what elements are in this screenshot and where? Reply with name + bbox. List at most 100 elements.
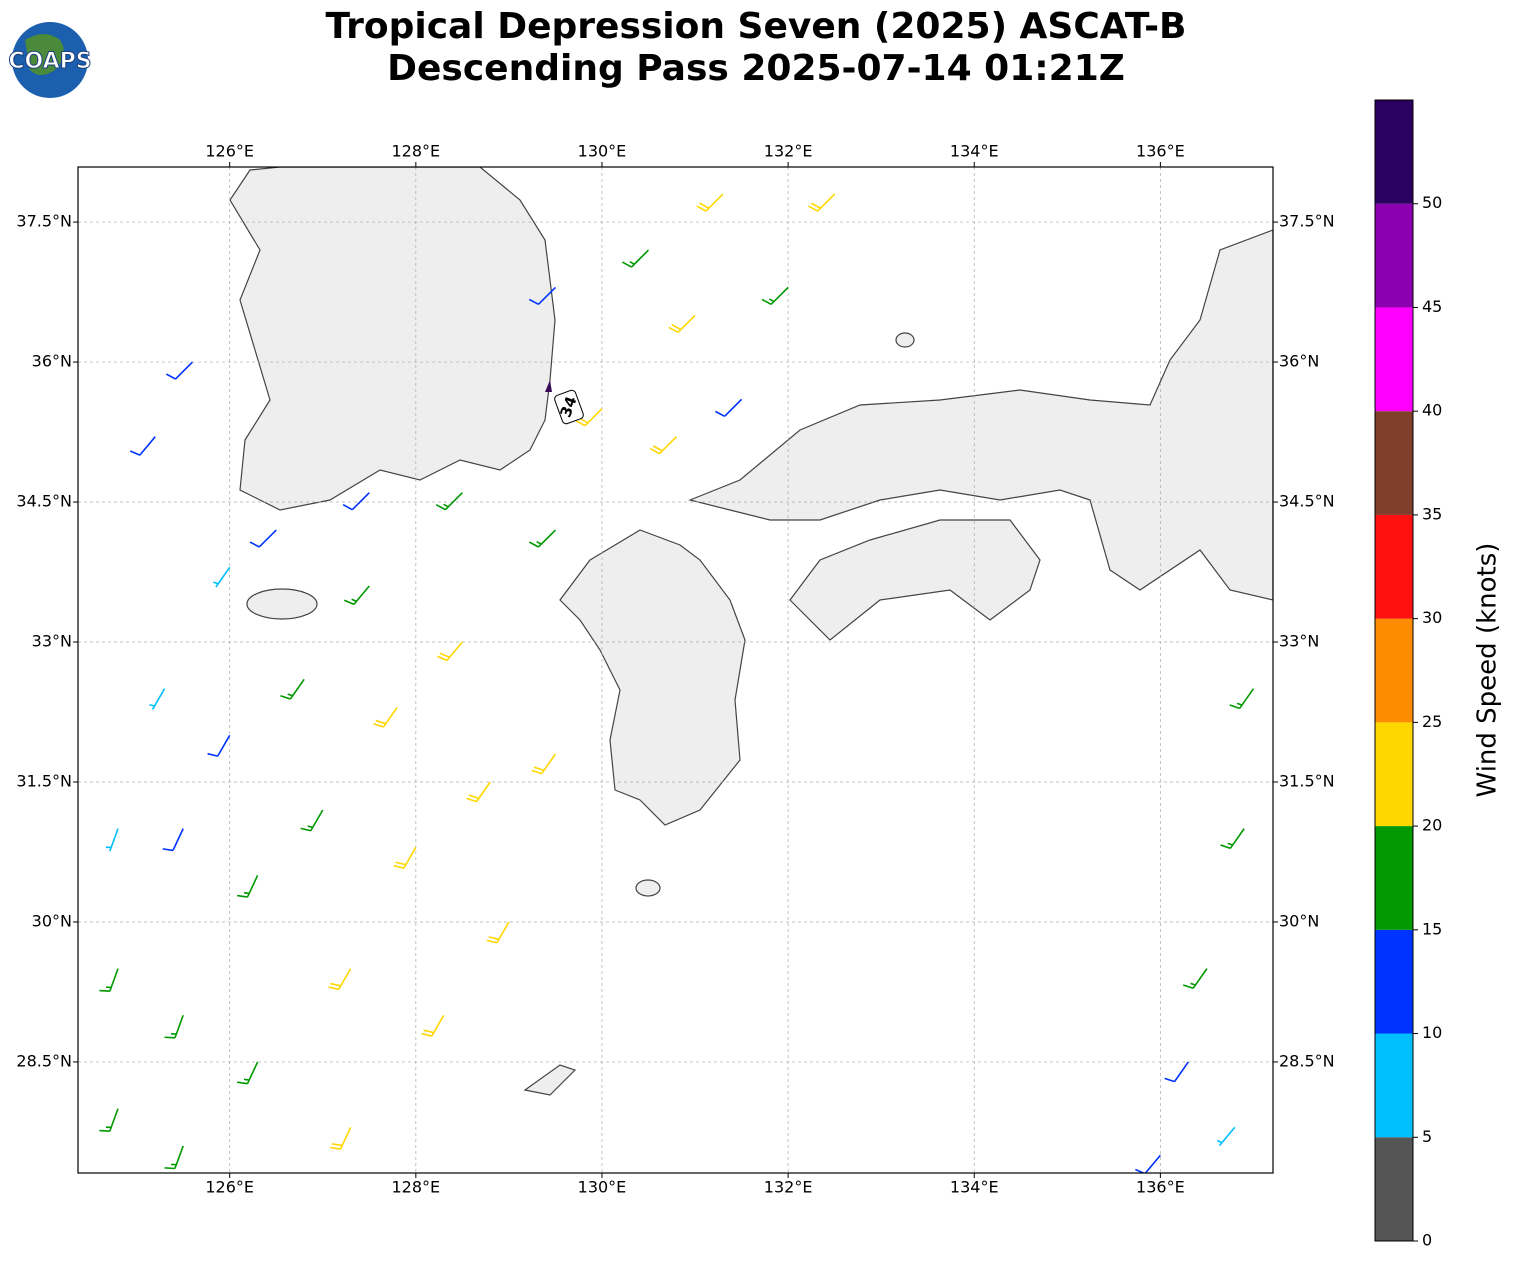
- wind-barb: [621, 249, 650, 268]
- wind-barb: [330, 1126, 352, 1150]
- wind-barb: [280, 678, 305, 700]
- wind-barb: [528, 529, 557, 548]
- wind-barb: [207, 734, 231, 757]
- wind-barb: [486, 921, 510, 944]
- wind-barb: [668, 314, 696, 334]
- colorbar-tick-label: 40: [1422, 401, 1442, 420]
- storm-flag: [545, 380, 552, 392]
- colorbar-tick-label: 15: [1422, 919, 1442, 938]
- colorbar-label: Wind Speed (knots): [1473, 543, 1503, 798]
- jeju: [246, 588, 318, 620]
- wind-barb: [300, 809, 324, 832]
- colorbar-tick-label: 50: [1422, 193, 1442, 212]
- storm-marker: 34: [545, 380, 584, 425]
- wind-barb: [1182, 968, 1208, 990]
- colorbar-bin: [1375, 411, 1413, 515]
- wind-barb: [1216, 1126, 1236, 1147]
- colorbar-bin: [1375, 1033, 1413, 1138]
- logo-land: [25, 34, 64, 75]
- wind-barb: [435, 492, 463, 511]
- y-tick-label: 36°N: [1279, 352, 1319, 371]
- storm-label-box: [554, 389, 584, 425]
- y-tick-label: 28.5°N: [1279, 1051, 1335, 1070]
- wind-barb: [393, 846, 417, 869]
- y-tick-label: 30°N: [32, 911, 72, 930]
- colorbar-bin: [1375, 307, 1413, 412]
- wind-barb: [213, 566, 231, 588]
- colorbar-bin: [1375, 826, 1413, 930]
- wind-barb: [1135, 1154, 1162, 1173]
- wind-barb: [531, 753, 557, 775]
- wind-barb: [715, 398, 743, 418]
- amami: [523, 1064, 577, 1096]
- colorbar-bin: [1375, 203, 1413, 308]
- barbs: [99, 193, 1255, 1173]
- shikoku: [789, 519, 1041, 641]
- x-tick-label: 136°E: [1136, 142, 1185, 161]
- wind-barb: [328, 968, 352, 991]
- honshu: [688, 229, 1273, 601]
- colorbar-bin: [1375, 618, 1413, 723]
- y-tick-label: 31.5°N: [16, 771, 72, 790]
- korea: [229, 167, 556, 511]
- wind-barb: [164, 1145, 184, 1170]
- wind-barb: [1229, 688, 1255, 710]
- wind-barb: [249, 529, 277, 548]
- colorbar-tick-label: 45: [1422, 297, 1442, 316]
- y-tick-label: 37.5°N: [16, 212, 72, 231]
- colorbar-bin: [1375, 1137, 1413, 1241]
- land: [229, 167, 1273, 1096]
- x-tick-label: 136°E: [1136, 1178, 1185, 1197]
- wind-barb: [237, 874, 259, 898]
- colorbar-bin: [1375, 722, 1413, 827]
- plot-frame: [77, 166, 1274, 1174]
- wind-barb: [696, 193, 724, 212]
- y-tick-label: 37.5°N: [1279, 212, 1335, 231]
- x-tick-label: 132°E: [764, 142, 813, 161]
- colorbar-tick-label: 30: [1422, 608, 1442, 627]
- tanegashima: [635, 879, 661, 897]
- wind-barb: [373, 706, 398, 728]
- x-tick-label: 130°E: [578, 142, 627, 161]
- wind-barb: [421, 1014, 445, 1037]
- x-tick-label: 130°E: [578, 1178, 627, 1197]
- wind-barb: [237, 1061, 259, 1085]
- x-tick-label: 126°E: [205, 1178, 254, 1197]
- wind-barb: [761, 286, 789, 306]
- wind-barb: [165, 361, 194, 380]
- colorbar-tick-label: 35: [1422, 504, 1442, 523]
- wind-barb: [649, 436, 677, 455]
- wind-barb: [1164, 1061, 1189, 1083]
- wind-barb: [1220, 828, 1245, 850]
- y-tick-label: 36°N: [32, 352, 72, 371]
- y-tick-label: 28.5°N: [16, 1051, 72, 1070]
- wind-barb: [105, 828, 119, 852]
- logo-text: COAPS: [8, 49, 91, 74]
- colorbar-tick-label: 5: [1422, 1127, 1432, 1146]
- wind-barb: [528, 286, 557, 306]
- y-tick-label: 34.5°N: [16, 492, 72, 511]
- x-tick-label: 128°E: [392, 142, 441, 161]
- x-tick-label: 132°E: [764, 1178, 813, 1197]
- wind-barb: [99, 1108, 119, 1132]
- wind-barb: [164, 1015, 184, 1039]
- colorbar-bin: [1375, 514, 1413, 619]
- x-tick-label: 128°E: [392, 1178, 441, 1197]
- grid: 126°E 126°E 128°E 128°E 130°E 130°E 132°E 132°E…: [16, 142, 1334, 1197]
- y-tick-label: 34.5°N: [1279, 492, 1335, 511]
- colorbar-tick-label: 20: [1422, 816, 1442, 835]
- y-tick-label: 33°N: [32, 632, 72, 651]
- wind-barb: [808, 193, 836, 212]
- x-tick-label: 126°E: [205, 142, 254, 161]
- colorbar-bin: [1375, 100, 1413, 204]
- kyushu: [559, 529, 746, 826]
- wind-barb: [343, 585, 370, 606]
- wind-barb: [99, 968, 119, 992]
- colorbar-tick-label: 25: [1422, 712, 1442, 731]
- colorbar-frame: [1374, 99, 1414, 1242]
- colorbar-bin: [1375, 929, 1413, 1034]
- title-line: Tropical Depression Seven (2025) ASCAT-B: [326, 6, 1187, 47]
- wind-barb: [149, 688, 166, 710]
- y-tick-label: 33°N: [1279, 632, 1319, 651]
